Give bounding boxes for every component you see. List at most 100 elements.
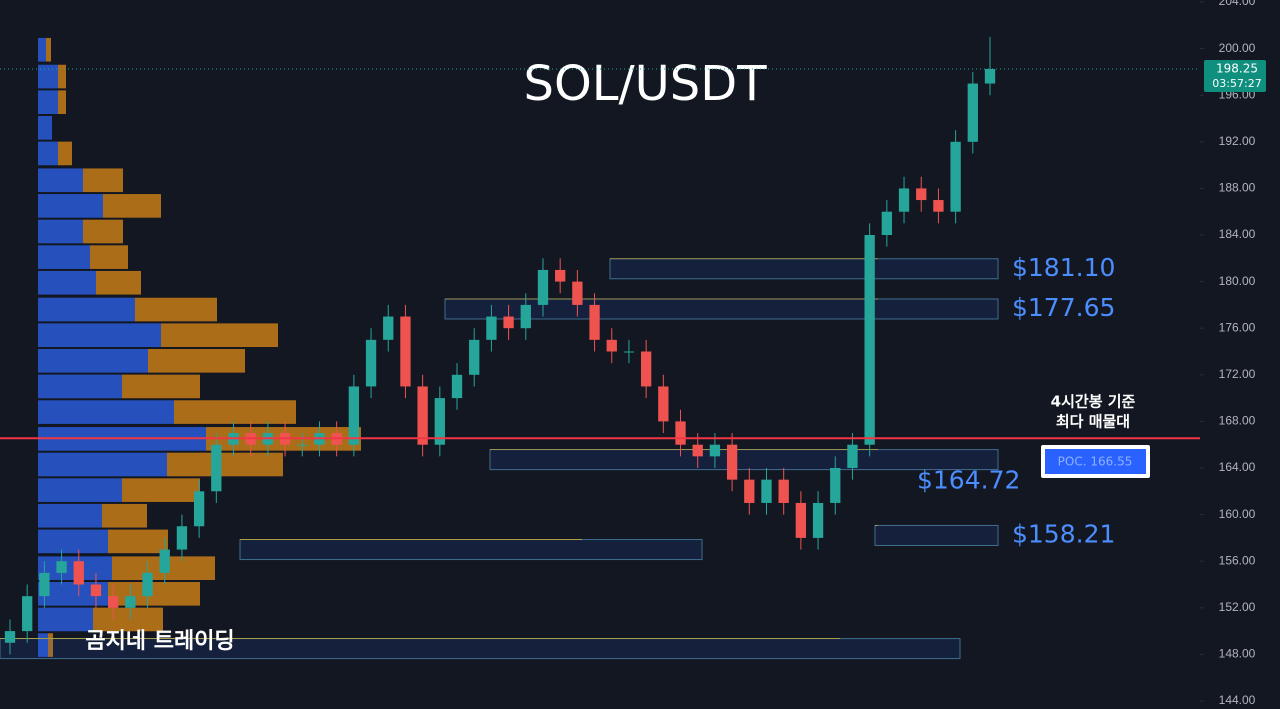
candle-body xyxy=(486,316,497,340)
profile-buy xyxy=(38,141,58,166)
candle-body xyxy=(623,351,635,353)
profile-sell xyxy=(83,219,123,244)
y-tick-label: 168.00 xyxy=(1219,414,1256,428)
watermark: 곰지네 트레이딩 xyxy=(85,629,234,654)
candle-body xyxy=(451,374,463,399)
profile-sell xyxy=(83,168,123,193)
candle-body xyxy=(881,211,892,235)
y-tick-label: 152.00 xyxy=(1219,600,1256,614)
candle-body xyxy=(193,491,205,527)
candle-body xyxy=(537,269,549,305)
candle-body xyxy=(56,561,67,573)
poc-note: 최다 매물대 xyxy=(1056,413,1130,431)
candle-body xyxy=(726,444,738,480)
plot xyxy=(0,1,1204,702)
profile-buy xyxy=(38,323,161,348)
last-price-label: 198.25 xyxy=(1216,61,1258,75)
candle-body xyxy=(812,502,824,538)
candle-body xyxy=(984,68,996,84)
profile-sell xyxy=(96,270,141,295)
profile-buy xyxy=(38,194,103,218)
candle-body xyxy=(176,526,188,550)
profile-buy xyxy=(38,349,148,373)
countdown-label: 03:57:27 xyxy=(1212,77,1261,90)
profile-sell xyxy=(174,400,296,424)
y-tick-label: 204.00 xyxy=(1219,0,1256,8)
candle-body xyxy=(572,281,583,305)
candle-body xyxy=(142,572,153,597)
candle-body xyxy=(211,444,222,492)
profile-sell xyxy=(122,478,200,502)
profile-buy xyxy=(38,374,122,399)
y-tick-label: 144.00 xyxy=(1219,693,1256,707)
candle-body xyxy=(417,386,428,445)
candle-body xyxy=(692,444,703,457)
profile-buy xyxy=(38,245,90,269)
profile-sell xyxy=(48,633,53,657)
candle-body xyxy=(606,339,617,352)
candle-body xyxy=(108,596,119,608)
chart-title: SOL/USDT xyxy=(523,56,767,112)
candle-body xyxy=(778,479,789,503)
profile-sell xyxy=(122,374,200,399)
candle-body xyxy=(847,444,858,468)
poc-box xyxy=(1045,449,1146,474)
candle-body xyxy=(830,468,841,503)
candle-body xyxy=(761,479,772,503)
y-tick-label: 156.00 xyxy=(1219,553,1256,567)
profile-buy xyxy=(38,503,102,528)
candle-body xyxy=(383,316,394,340)
profile-sell xyxy=(58,64,66,89)
profile-buy xyxy=(38,607,93,632)
zone-box xyxy=(874,524,999,546)
candle-body xyxy=(795,502,807,538)
candle-body xyxy=(709,444,721,457)
candle-body xyxy=(933,200,944,212)
y-tick-label: 200.00 xyxy=(1219,41,1256,55)
profile-sell xyxy=(46,37,51,62)
profile-sell xyxy=(108,529,168,554)
candle-body xyxy=(658,386,669,422)
candle-body xyxy=(159,549,170,573)
zone-label: $164.72 xyxy=(917,466,1020,495)
profile-buy xyxy=(38,168,83,193)
zone-label: $177.65 xyxy=(1012,293,1115,322)
y-tick-label: 184.00 xyxy=(1219,227,1256,241)
candle-body xyxy=(39,572,50,597)
candle-body xyxy=(400,316,411,387)
profile-buy xyxy=(38,582,108,606)
y-tick-label: 188.00 xyxy=(1219,181,1256,195)
candle-body xyxy=(4,631,16,643)
profile-sell xyxy=(148,349,245,373)
y-tick-label: 192.00 xyxy=(1219,134,1256,148)
profile-sell xyxy=(102,503,147,528)
profile-buy xyxy=(38,219,83,244)
candle-body xyxy=(589,304,600,340)
candle-body xyxy=(864,235,875,445)
profile-buy xyxy=(38,90,58,115)
profile-buy xyxy=(38,633,48,657)
profile-buy xyxy=(38,452,167,477)
candle-body xyxy=(503,316,514,329)
profile-sell xyxy=(93,607,163,632)
candle-body xyxy=(744,479,755,503)
profile-buy xyxy=(38,400,174,424)
candle-body xyxy=(555,269,566,282)
profile-sell xyxy=(58,90,66,115)
profile-sell xyxy=(103,194,161,218)
candle-body xyxy=(520,304,531,329)
poc-note: 4시간봉 기준 xyxy=(1051,393,1136,411)
y-tick-label: 180.00 xyxy=(1219,274,1256,288)
candle-body xyxy=(73,561,84,585)
candle-body xyxy=(469,339,480,375)
y-tick-label: 164.00 xyxy=(1219,460,1256,474)
candle-body xyxy=(898,188,910,212)
profile-sell xyxy=(161,323,278,348)
candle-body xyxy=(967,83,978,142)
y-tick-label: 176.00 xyxy=(1219,320,1256,334)
zone-label: $158.21 xyxy=(1012,519,1115,548)
zone-label: $181.10 xyxy=(1012,253,1115,282)
candle-body xyxy=(365,339,377,387)
